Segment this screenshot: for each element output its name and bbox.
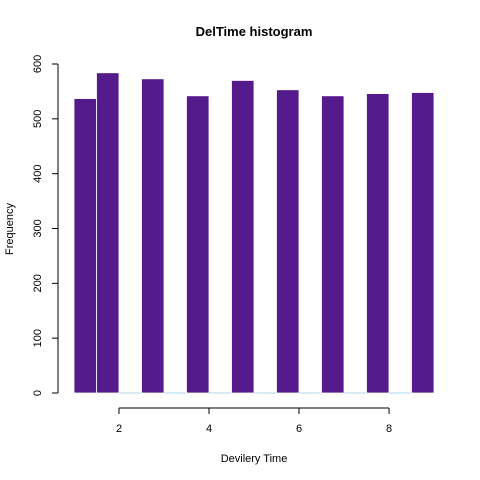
- x-tick-label: 2: [116, 423, 122, 435]
- histogram-bar: [366, 93, 390, 394]
- histogram-bar: [96, 72, 120, 394]
- histogram-bar: [411, 92, 435, 394]
- y-tick-label: 200: [32, 274, 44, 292]
- x-axis: 2 4 6 8: [116, 407, 392, 435]
- histogram-bar: [73, 98, 97, 394]
- histogram-bar: [231, 80, 255, 394]
- y-tick-label: 400: [32, 164, 44, 182]
- y-axis: 0 100 200 300 400 500 600: [32, 55, 59, 396]
- y-tick-label: 100: [32, 329, 44, 347]
- histogram-bar: [186, 95, 210, 394]
- y-tick-label: 500: [32, 110, 44, 128]
- y-tick-label: 300: [32, 219, 44, 237]
- y-tick-label: 0: [32, 390, 44, 396]
- x-tick-label: 8: [386, 423, 392, 435]
- y-tick-label: 600: [32, 55, 44, 73]
- histogram-bar: [321, 95, 345, 394]
- x-tick-label: 6: [296, 423, 302, 435]
- y-axis-label: Frequency: [4, 203, 16, 255]
- chart-title: DelTime histogram: [196, 24, 313, 39]
- bars-layer: [73, 72, 435, 394]
- histogram-bar: [141, 78, 165, 394]
- histogram-bar: [276, 89, 300, 394]
- x-tick-label: 4: [206, 423, 212, 435]
- x-axis-label: Devilery Time: [221, 453, 288, 465]
